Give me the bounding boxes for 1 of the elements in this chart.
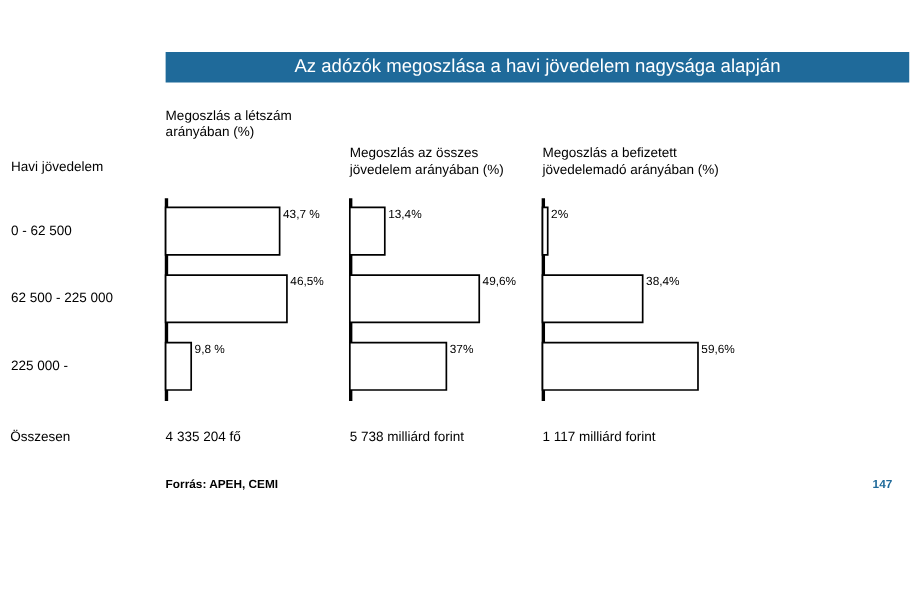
text: Az adózók megoszlása a havi jövedelem nagysága alapján bbox=[294, 56, 781, 77]
